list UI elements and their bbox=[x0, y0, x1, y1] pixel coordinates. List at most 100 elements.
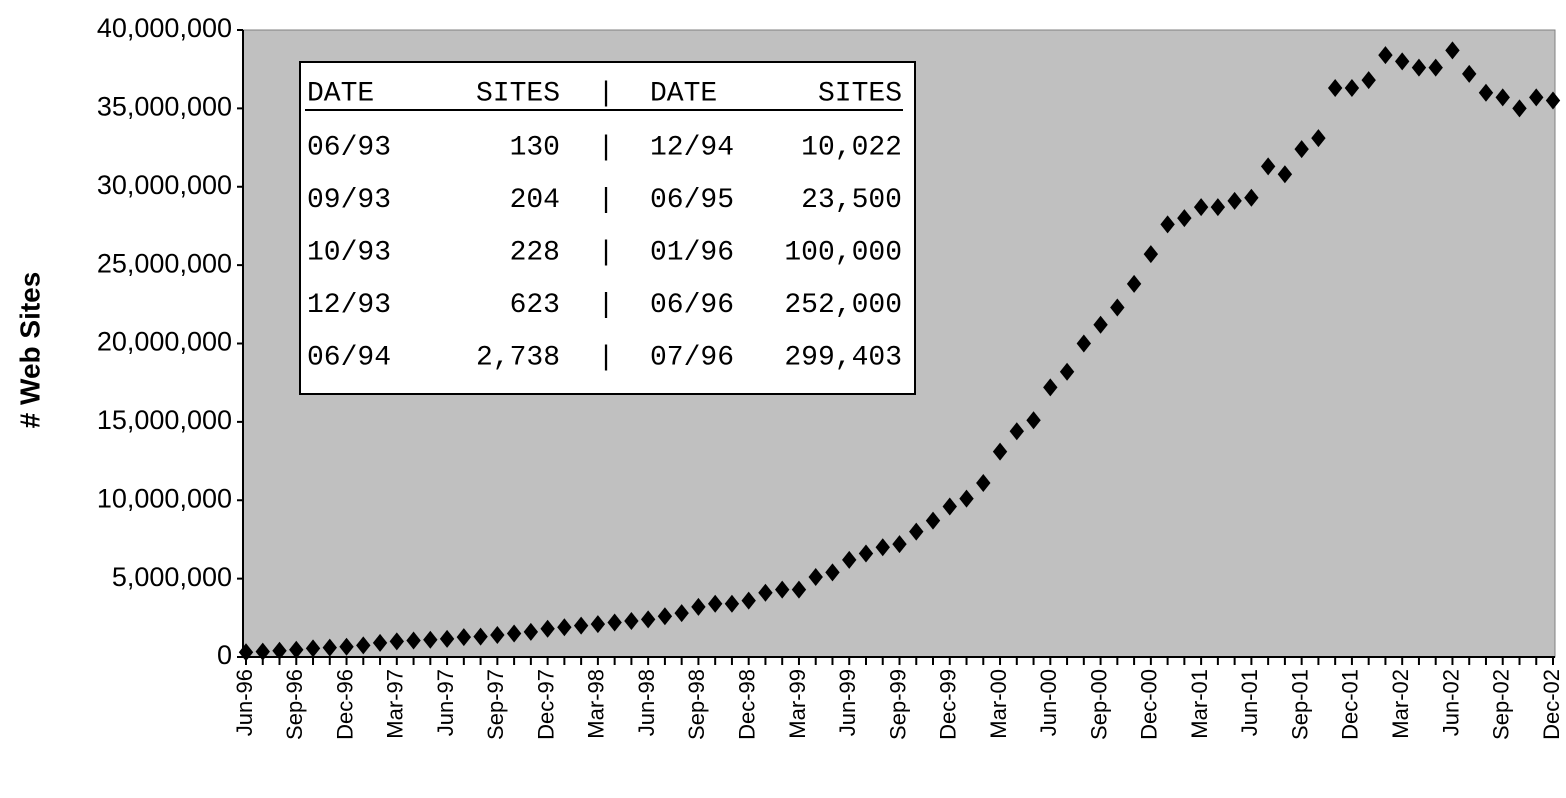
data-point bbox=[707, 594, 723, 613]
data-point bbox=[992, 442, 1008, 461]
data-point bbox=[456, 628, 472, 647]
x-tick-label: Sep-02 bbox=[1489, 669, 1514, 740]
data-point bbox=[1193, 198, 1209, 217]
table-cell: | bbox=[598, 290, 615, 321]
x-tick-label: Sep-97 bbox=[483, 669, 508, 740]
x-tick-label: Mar-99 bbox=[785, 669, 810, 739]
data-point bbox=[389, 632, 405, 651]
x-tick-label: Sep-00 bbox=[1086, 669, 1111, 740]
data-point bbox=[1327, 78, 1343, 97]
data-point bbox=[238, 643, 254, 662]
data-point bbox=[858, 544, 874, 563]
table-cell: 06/96 bbox=[650, 290, 734, 321]
data-point bbox=[590, 615, 606, 634]
y-tick-label: 40,000,000 bbox=[97, 13, 232, 43]
table-cell: 204 bbox=[510, 185, 560, 216]
table-cell: 06/93 bbox=[307, 132, 391, 163]
x-tick-label: Jun-99 bbox=[835, 669, 860, 736]
data-point bbox=[808, 568, 823, 587]
data-point bbox=[523, 622, 539, 641]
data-point bbox=[1411, 58, 1427, 77]
data-point bbox=[1512, 99, 1527, 118]
y-tick-label: 25,000,000 bbox=[97, 248, 232, 278]
x-tick-label: Jun-01 bbox=[1237, 669, 1262, 736]
data-point bbox=[1076, 334, 1092, 353]
x-tick-label: Dec-96 bbox=[332, 669, 357, 740]
data-point bbox=[1428, 58, 1443, 77]
data-point bbox=[423, 630, 438, 649]
data-point bbox=[691, 597, 706, 616]
data-point bbox=[825, 563, 840, 582]
y-tick-label: 20,000,000 bbox=[97, 327, 232, 357]
data-point bbox=[909, 522, 924, 541]
x-tick-label: Dec-99 bbox=[936, 669, 961, 740]
x-tick-label: Dec-97 bbox=[533, 669, 558, 740]
data-point bbox=[1311, 129, 1326, 148]
y-tick-label: 35,000,000 bbox=[97, 92, 232, 122]
data-point bbox=[942, 497, 957, 516]
table-cell: 100,000 bbox=[784, 237, 902, 268]
data-point bbox=[1026, 411, 1041, 430]
data-point bbox=[791, 580, 807, 599]
data-point bbox=[875, 538, 890, 557]
data-point bbox=[406, 631, 421, 650]
data-point bbox=[657, 607, 673, 626]
x-tick-label: Sep-99 bbox=[885, 669, 910, 740]
data-point bbox=[1126, 274, 1142, 293]
data-point bbox=[607, 613, 622, 632]
data-point bbox=[322, 638, 337, 657]
table-cell: 12/93 bbox=[307, 290, 391, 321]
x-tick-label: Dec-00 bbox=[1137, 669, 1162, 740]
data-point bbox=[557, 618, 572, 637]
data-point bbox=[1445, 41, 1460, 60]
table-header: DATE bbox=[307, 78, 374, 109]
x-tick-label: Mar-00 bbox=[986, 669, 1011, 739]
table-cell: 252,000 bbox=[784, 290, 902, 321]
data-point bbox=[1160, 215, 1175, 234]
data-point bbox=[1177, 209, 1192, 228]
x-tick-label: Sep-98 bbox=[684, 669, 709, 740]
data-point bbox=[1059, 362, 1075, 381]
data-point bbox=[842, 550, 857, 569]
data-point bbox=[1378, 46, 1393, 65]
data-point bbox=[1495, 88, 1510, 107]
y-tick-label: 5,000,000 bbox=[112, 562, 232, 592]
x-tick-label: Dec-98 bbox=[735, 669, 760, 740]
x-tick-label: Jun-00 bbox=[1036, 669, 1061, 736]
x-tick-label: Dec-02 bbox=[1539, 669, 1564, 740]
data-point bbox=[1294, 140, 1309, 159]
x-tick-label: Sep-96 bbox=[282, 669, 307, 740]
table-cell: 07/96 bbox=[650, 342, 734, 373]
table-cell: | bbox=[598, 185, 615, 216]
table-cell: 06/95 bbox=[650, 185, 734, 216]
x-tick-label: Mar-98 bbox=[584, 669, 609, 739]
data-point bbox=[1260, 157, 1276, 176]
data-point bbox=[506, 624, 522, 643]
table-cell: 130 bbox=[510, 132, 560, 163]
x-tick-label: Mar-02 bbox=[1388, 669, 1413, 739]
y-tick-label: 30,000,000 bbox=[97, 170, 232, 200]
data-point bbox=[490, 626, 505, 645]
data-point bbox=[573, 616, 589, 635]
data-point bbox=[1344, 78, 1360, 97]
data-point bbox=[1244, 188, 1259, 207]
table-cell: | bbox=[598, 342, 615, 373]
data-point bbox=[640, 610, 656, 629]
table-cell: 23,500 bbox=[801, 185, 902, 216]
data-point bbox=[1462, 64, 1477, 83]
data-point bbox=[255, 642, 270, 661]
data-point bbox=[959, 489, 974, 508]
inset-table bbox=[299, 61, 916, 395]
data-point bbox=[1009, 422, 1024, 441]
data-point bbox=[775, 580, 790, 599]
data-point bbox=[356, 636, 371, 655]
table-cell: 10,022 bbox=[801, 132, 902, 163]
table-cell: 2,738 bbox=[476, 342, 560, 373]
table-header: SITES bbox=[476, 78, 560, 109]
x-tick-label: Sep-01 bbox=[1287, 669, 1312, 740]
data-point bbox=[473, 627, 488, 646]
table-cell: 228 bbox=[510, 237, 560, 268]
data-point bbox=[305, 639, 321, 658]
x-tick-label: Dec-01 bbox=[1338, 669, 1363, 740]
